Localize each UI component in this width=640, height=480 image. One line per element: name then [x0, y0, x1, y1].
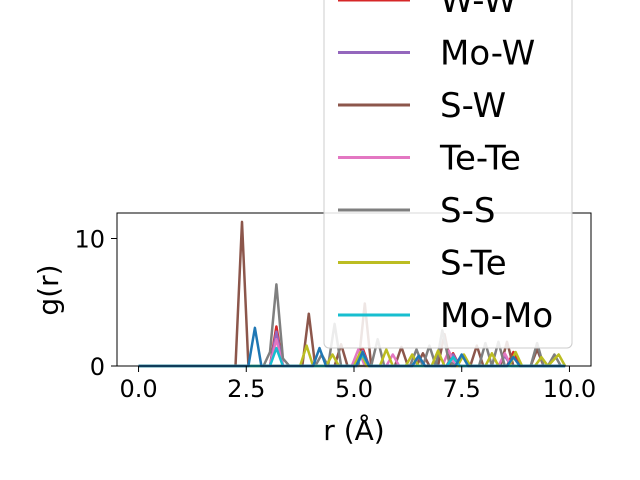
x-axis: 0.0 2.5 5.0 7.5 10.0	[119, 366, 596, 403]
legend-label-s-te: S-Te	[440, 244, 507, 284]
x-tick-label: 10.0	[543, 375, 596, 403]
y-tick-label: 0	[90, 353, 105, 381]
y-axis: 0 10	[74, 226, 117, 381]
x-tick-label: 5.0	[335, 375, 373, 403]
legend-label-te-te: Te-Te	[439, 139, 521, 179]
legend-label-mo-mo: Mo-Mo	[440, 296, 553, 336]
legend: W-W Mo-W S-W Te-Te S-S S-Te Mo-Mo	[323, 0, 573, 349]
x-tick-label: 7.5	[443, 375, 481, 403]
x-tick-label: 0.0	[119, 375, 157, 403]
x-tick-label: 2.5	[227, 375, 265, 403]
x-axis-label: r (Å)	[323, 413, 384, 447]
y-tick-label: 10	[74, 226, 105, 254]
legend-label-w-w: W-W	[440, 0, 517, 21]
legend-label-s-s: S-S	[440, 191, 495, 231]
legend-label-s-w: S-W	[440, 86, 506, 126]
legend-label-mo-w: Mo-W	[440, 34, 535, 74]
y-axis-label: g(r)	[32, 264, 65, 315]
legend-box	[323, 0, 573, 349]
